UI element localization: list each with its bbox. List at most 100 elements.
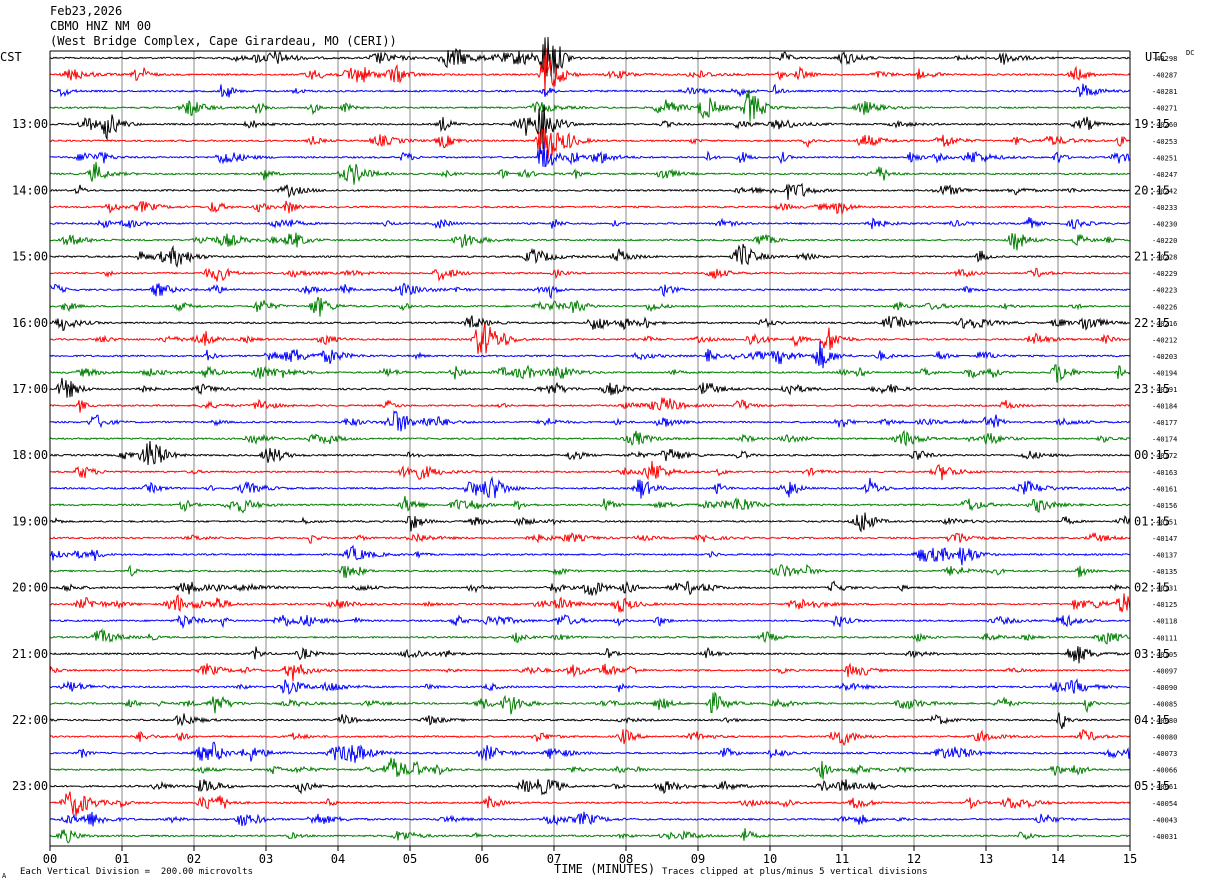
dc-offset-label: -40080 bbox=[1152, 717, 1177, 725]
right-hour-label: 19:15 bbox=[1134, 117, 1170, 131]
trace-blue bbox=[49, 544, 1131, 566]
x-axis-title: TIME (MINUTES) bbox=[554, 862, 656, 876]
dc-offset-label: -40194 bbox=[1152, 369, 1177, 377]
right-hour-label: 02:15 bbox=[1134, 581, 1170, 595]
trace-blue bbox=[49, 142, 1131, 168]
trace-black bbox=[49, 36, 1131, 77]
x-tick-label: 00 bbox=[43, 852, 57, 866]
trace-blue bbox=[50, 410, 1131, 432]
dc-offset-label: -40105 bbox=[1152, 651, 1177, 659]
dc-offset-label: -40228 bbox=[1152, 254, 1177, 262]
left-hour-label: 19:00 bbox=[12, 514, 48, 528]
trace-green bbox=[49, 161, 1131, 185]
trace-blue bbox=[49, 341, 1131, 369]
dc-offset-label: -40216 bbox=[1152, 320, 1177, 328]
trace-green bbox=[49, 429, 1131, 447]
trace-green bbox=[49, 296, 1131, 317]
seismic-traces bbox=[49, 36, 1131, 844]
trace-black bbox=[49, 712, 1131, 729]
x-tick-label: 07 bbox=[547, 852, 561, 866]
trace-red bbox=[49, 267, 1131, 282]
left-hour-label: 15:00 bbox=[12, 250, 48, 264]
trace-black bbox=[50, 182, 1131, 200]
dc-offset-label: -40271 bbox=[1152, 105, 1177, 113]
dc-offset-label: -40184 bbox=[1152, 403, 1177, 411]
left-hour-label: 21:00 bbox=[12, 647, 48, 661]
dc-offset-label: -40031 bbox=[1152, 833, 1177, 841]
dc-offset-label: -40054 bbox=[1152, 800, 1177, 808]
dc-offset-label: -40229 bbox=[1152, 270, 1177, 278]
x-tick-label: 13 bbox=[979, 852, 993, 866]
trace-green bbox=[50, 757, 1131, 780]
x-tick-label: 06 bbox=[475, 852, 489, 866]
dc-offset-label: -40043 bbox=[1152, 816, 1177, 824]
right-timezone-label: UTC bbox=[1145, 50, 1167, 64]
dc-offset-label: -40080 bbox=[1152, 734, 1177, 742]
left-hour-label: 20:00 bbox=[12, 581, 48, 595]
dc-offset-label: -40247 bbox=[1152, 171, 1177, 179]
trace-green bbox=[49, 828, 1131, 844]
dc-offset-label: -40151 bbox=[1152, 518, 1177, 526]
x-tick-label: 01 bbox=[115, 852, 129, 866]
left-hour-label: 14:00 bbox=[12, 183, 48, 197]
dc-offset-label: -40191 bbox=[1152, 386, 1177, 394]
dc-offset-label: -40125 bbox=[1152, 601, 1177, 609]
axis-labels: -40298 -40287 -40281 -40271 -40260 -40253 -402… bbox=[12, 55, 1177, 866]
dc-offset-label: -40287 bbox=[1152, 72, 1177, 80]
x-tick-label: 08 bbox=[619, 852, 633, 866]
right-hour-label: 21:15 bbox=[1134, 250, 1170, 264]
trace-black bbox=[49, 243, 1131, 268]
dc-offset-label: -40135 bbox=[1152, 568, 1177, 576]
trace-red bbox=[49, 662, 1131, 682]
left-hour-label: 22:00 bbox=[12, 713, 48, 727]
trace-green bbox=[49, 364, 1131, 383]
dc-offset-label: -40172 bbox=[1152, 452, 1177, 460]
trace-black bbox=[49, 104, 1131, 150]
x-tick-label: 03 bbox=[259, 852, 273, 866]
clip-note: Traces clipped at plus/minus 5 vertical … bbox=[662, 867, 928, 877]
right-hour-label: 22:15 bbox=[1134, 316, 1170, 330]
x-tick-label: 12 bbox=[907, 852, 921, 866]
dc-offset-label: -40161 bbox=[1152, 485, 1177, 493]
corner-mark: A bbox=[2, 872, 7, 880]
dc-offset-label: -40066 bbox=[1152, 767, 1177, 775]
trace-green bbox=[49, 90, 1131, 122]
trace-red bbox=[49, 593, 1131, 614]
left-hour-label: 13:00 bbox=[12, 117, 48, 131]
trace-green bbox=[49, 232, 1131, 251]
dc-offset-label: -40174 bbox=[1152, 436, 1177, 444]
dc-offset-label: -40212 bbox=[1152, 336, 1177, 344]
dc-offset-label: -40177 bbox=[1152, 419, 1177, 427]
station-label: CBMO HNZ NM 00 bbox=[50, 19, 152, 33]
date-label: Feb23,2026 bbox=[50, 4, 123, 18]
trace-blue bbox=[49, 678, 1130, 695]
dc-offset-label: -40203 bbox=[1152, 353, 1177, 361]
dc-offset-label: -40253 bbox=[1152, 138, 1177, 146]
trace-blue bbox=[49, 282, 1131, 300]
trace-blue bbox=[49, 217, 1131, 230]
dc-offset-label: -40242 bbox=[1152, 187, 1177, 195]
dc-offset-label: -40163 bbox=[1152, 469, 1177, 477]
trace-blue bbox=[49, 83, 1131, 98]
dc-offset-label: -40156 bbox=[1152, 502, 1177, 510]
trace-red bbox=[49, 531, 1131, 544]
x-tick-label: 05 bbox=[403, 852, 417, 866]
trace-green bbox=[49, 495, 1131, 514]
trace-green bbox=[49, 563, 1131, 579]
dc-label: DC bbox=[1186, 49, 1195, 57]
x-tick-label: 02 bbox=[187, 852, 201, 866]
right-hour-label: 23:15 bbox=[1134, 382, 1170, 396]
right-hour-label: 05:15 bbox=[1134, 779, 1170, 793]
dc-offset-label: -40111 bbox=[1152, 634, 1177, 642]
plot-frame bbox=[49, 50, 1131, 851]
right-hour-label: 01:15 bbox=[1134, 514, 1170, 528]
trace-red bbox=[49, 200, 1131, 216]
dc-offset-label: -40061 bbox=[1152, 783, 1177, 791]
right-hour-label: 04:15 bbox=[1134, 713, 1170, 727]
left-hour-label: 23:00 bbox=[12, 779, 48, 793]
trace-green bbox=[49, 627, 1131, 645]
trace-red bbox=[49, 728, 1131, 747]
right-hour-label: 03:15 bbox=[1134, 647, 1170, 661]
trace-black bbox=[49, 377, 1130, 398]
